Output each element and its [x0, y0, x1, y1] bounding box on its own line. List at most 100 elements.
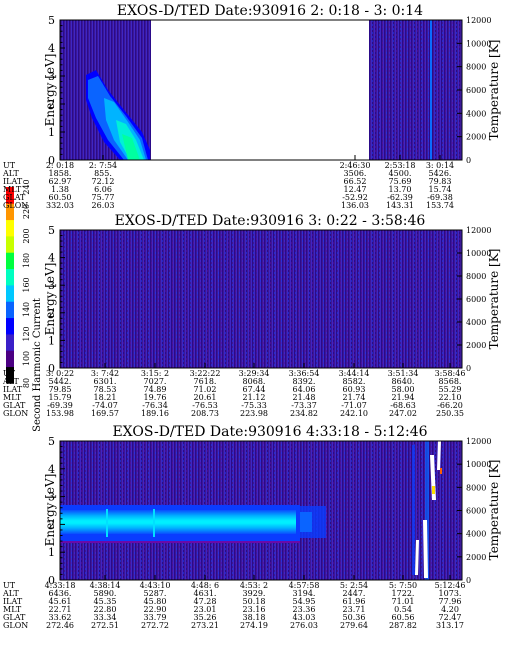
orbit-cell: 0.54 — [394, 605, 412, 614]
colorbar-swatch — [6, 334, 14, 351]
y-tick-label: 0 — [48, 574, 55, 587]
orbit-cell: 272.51 — [91, 621, 119, 630]
orbit-cell: 20.61 — [194, 393, 217, 402]
orbit-cell: 21.94 — [392, 393, 415, 402]
colorbar-tick-label: 160 — [22, 277, 31, 292]
panel-3-y-label: Energy [eV] — [43, 474, 57, 547]
colorbar-label: Second Harmonic Current — [32, 298, 43, 432]
orbit-cell: 60.93 — [343, 385, 366, 394]
y-tick-label: 0 — [48, 154, 55, 167]
y2-tick-label: 12000 — [466, 437, 491, 446]
y2-tick-label: 8000 — [466, 272, 486, 281]
orbit-cell: 72.47 — [439, 613, 462, 622]
panel-2-title: EXOS-D/TED Date:930916 3: 0:22 - 3:58:46 — [115, 213, 426, 229]
orbit-cell: 247.02 — [389, 409, 417, 418]
panel-2-texture — [60, 230, 462, 368]
colorbar-swatch — [6, 350, 14, 368]
orbit-cell: 1858. — [49, 169, 72, 178]
orbit-cell: 43.03 — [293, 613, 316, 622]
orbit-cell: 1.38 — [51, 185, 69, 194]
orbit-cell: 153.74 — [426, 201, 454, 210]
colorbar-tick-label: 140 — [22, 302, 31, 317]
panel-1-background-right-texture — [369, 20, 462, 160]
orbit-cell: 153.98 — [46, 409, 74, 418]
panel-3-y2-axis: 0 2000 4000 6000 8000 10000 12000 — [457, 437, 491, 585]
y-tick-label: 5 — [48, 224, 55, 237]
orbit-cell: -68.63 — [390, 401, 416, 410]
orbit-cell: -69.38 — [427, 193, 453, 202]
orbit-cell: -62.39 — [387, 193, 413, 202]
panel-3-burst-streaks — [412, 441, 442, 580]
y-tick-label: 5 — [48, 435, 55, 448]
orbit-cell: 54.95 — [293, 597, 316, 606]
orbit-cell: 3:22:22 — [190, 369, 221, 378]
orbit-cell: 79.83 — [429, 177, 452, 186]
panel-1-title: EXOS-D/TED Date:930916 2: 0:18 - 3: 0:14 — [117, 3, 423, 19]
orbit-cell: 7027. — [144, 377, 167, 386]
orbit-cell: 18.21 — [94, 393, 117, 402]
orbit-cell: 8582. — [343, 377, 366, 386]
orbit-cell: 61.96 — [343, 597, 366, 606]
orbit-cell: 21.74 — [343, 393, 366, 402]
panel-3-title: EXOS-D/TED Date:930916 4:33:18 - 5:12:46 — [112, 424, 427, 440]
y2-tick-label: 10000 — [466, 460, 491, 469]
panel-1-y-label: Energy [eV] — [43, 54, 57, 127]
panel-2-y-label: Energy [eV] — [43, 263, 57, 336]
y-tick-label: 3 — [48, 279, 55, 292]
orbit-cell: -69.39 — [47, 401, 73, 410]
orbit-cell: 77.96 — [439, 597, 462, 606]
orbit-cell: 223.98 — [240, 409, 268, 418]
colorbar: 80 100 120 140 160 180 200 220 240 Second Harmon… — [6, 179, 43, 432]
orbit-cell: 5890. — [94, 589, 117, 598]
orbit-cell: 250.35 — [436, 409, 464, 418]
orbit-cell: 21.12 — [243, 393, 266, 402]
orbit-cell: 12.47 — [344, 185, 367, 194]
y2-tick-label: 6000 — [466, 295, 486, 304]
orbit-row-label: ILAT — [3, 177, 23, 186]
orbit-cell: 5287. — [144, 589, 167, 598]
panel-2-y2-axis: 0 2000 4000 6000 8000 10000 12000 — [457, 226, 491, 373]
panel-3-y-axis: 0 1 2 3 4 5 — [48, 435, 65, 587]
orbit-cell: 4631. — [194, 589, 217, 598]
y2-tick-label: 4000 — [466, 530, 486, 539]
orbit-cell: 2: 7:54 — [89, 161, 117, 170]
orbit-cell: 22.71 — [49, 605, 72, 614]
orbit-row-label: GLON — [3, 621, 28, 630]
orbit-cell: 74.89 — [144, 385, 167, 394]
orbit-row-label: MLT — [3, 185, 22, 194]
orbit-cell: 8568. — [439, 377, 462, 386]
colorbar-tick-label: 240 — [22, 179, 31, 194]
colorbar-tick-label: 180 — [22, 253, 31, 268]
orbit-row-label: GLON — [3, 201, 28, 210]
orbit-cell: 4:48: 6 — [191, 581, 219, 590]
orbit-cell: 6.06 — [94, 185, 112, 194]
orbit-cell: 79.85 — [49, 385, 72, 394]
orbit-cell: 50.36 — [343, 613, 366, 622]
colorbar-tick-label: 100 — [22, 351, 31, 366]
orbit-row-label: ALT — [2, 169, 19, 178]
orbit-cell: 2: 0:18 — [46, 161, 74, 170]
colorbar-swatch — [6, 317, 14, 335]
orbit-cell: 855. — [94, 169, 112, 178]
orbit-cell: 4:33:18 — [45, 581, 76, 590]
y2-tick-label: 8000 — [466, 483, 486, 492]
colorbar-swatch — [6, 366, 14, 384]
orbit-cell: 169.57 — [91, 409, 119, 418]
orbit-cell: 272.46 — [46, 621, 74, 630]
orbit-cell: 45.35 — [94, 597, 117, 606]
orbit-cell: -75.33 — [241, 401, 267, 410]
orbit-cell: 5: 7:50 — [389, 581, 417, 590]
y-tick-label: 1 — [48, 334, 55, 347]
orbit-cell: 4.20 — [441, 605, 459, 614]
panel-1-blue-stripe — [430, 20, 432, 160]
orbit-cell: 22.80 — [94, 605, 117, 614]
y2-tick-label: 4000 — [466, 318, 486, 327]
y2-tick-label: 0 — [466, 576, 471, 585]
orbit-cell: 33.62 — [49, 613, 72, 622]
orbit-cell: 3:36:54 — [289, 369, 320, 378]
orbit-cell: 8640. — [392, 377, 415, 386]
orbit-cell: 7618. — [194, 377, 217, 386]
colorbar-swatch — [6, 219, 14, 237]
orbit-row-label: MLT — [3, 605, 22, 614]
y2-tick-label: 10000 — [466, 39, 491, 48]
